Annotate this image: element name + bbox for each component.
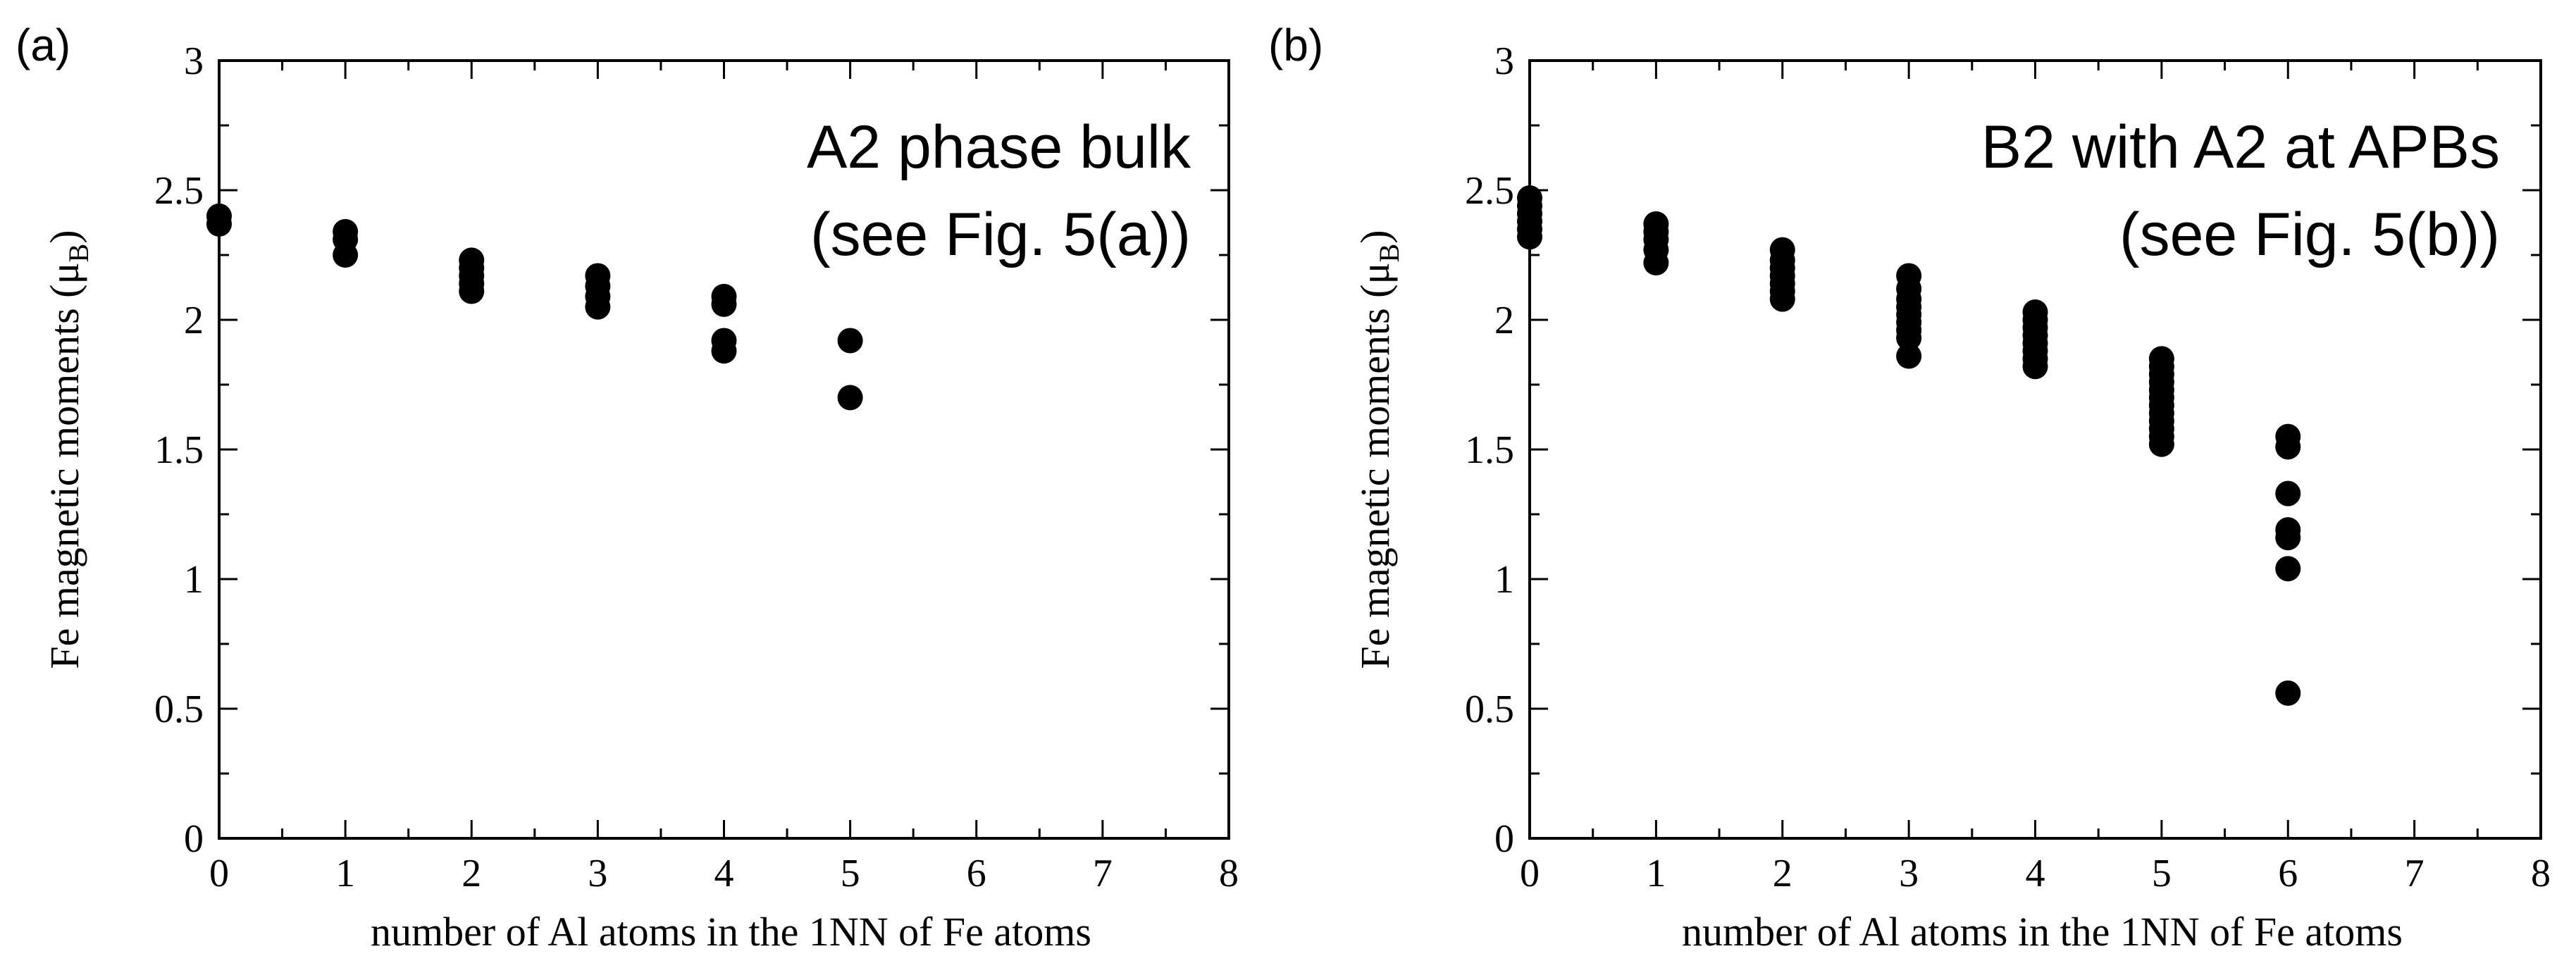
y-tick-label: 3 <box>1494 39 1514 83</box>
data-point <box>837 385 863 411</box>
panel-a: (a) 0 1 2 3 4 5 6 7 8 0 0.5 1 1.5 2 2.5 3 number of Al at… <box>16 20 1239 955</box>
data-point <box>1517 185 1542 211</box>
y-axis-label-subscript: B <box>63 244 94 263</box>
x-tick-label: 8 <box>1219 852 1239 895</box>
y-tick-label: 0.5 <box>154 688 204 731</box>
x-tick-label: 1 <box>1646 852 1666 895</box>
y-axis-label-main: Fe magnetic moments (μ <box>1352 262 1398 669</box>
y-tick-label: 3 <box>184 39 204 83</box>
y-axis-label-end: ) <box>42 230 87 243</box>
annotation-line-1: B2 with A2 at APBs <box>1981 113 2500 181</box>
y-tick-label: 1 <box>1494 558 1514 602</box>
x-tick-label: 4 <box>714 852 734 895</box>
x-tick-label: 3 <box>1899 852 1919 895</box>
y-tick-label: 2 <box>1494 299 1514 342</box>
data-point <box>2275 517 2301 543</box>
y-tick-label: 1.5 <box>1465 428 1514 472</box>
x-tick-label: 5 <box>2152 852 2172 895</box>
x-tick-label: 5 <box>841 852 860 895</box>
data-point <box>2275 680 2301 706</box>
data-point <box>1643 211 1669 237</box>
y-tick-label: 2.5 <box>154 169 204 213</box>
data-point <box>459 247 485 273</box>
data-point <box>2275 480 2301 507</box>
x-tick-label: 7 <box>2405 852 2425 895</box>
x-tick-label: 2 <box>1773 852 1792 895</box>
data-point <box>1896 343 1922 369</box>
y-axis-label-subscript: B <box>1373 244 1405 263</box>
y-axis-label: Fe magnetic moments (μB) <box>1352 230 1405 669</box>
x-tick-label: 6 <box>967 852 986 895</box>
x-tick-label: 0 <box>209 852 229 895</box>
x-tick-label: 0 <box>1520 852 1540 895</box>
y-tick-label: 1.5 <box>154 428 204 472</box>
panel-label: (b) <box>1268 20 1323 70</box>
data-point <box>2275 556 2301 582</box>
data-point <box>2275 423 2301 449</box>
x-tick-label: 2 <box>462 852 481 895</box>
y-tick-label: 0 <box>184 817 204 861</box>
annotation-line-1: A2 phase bulk <box>807 113 1191 181</box>
data-point <box>206 203 232 229</box>
y-tick-label: 0.5 <box>1465 688 1514 731</box>
y-tick-label: 0 <box>1494 817 1514 861</box>
y-axis-label: Fe magnetic moments (μB) <box>42 230 94 669</box>
data-point <box>2148 346 2174 372</box>
data-point <box>333 218 359 244</box>
annotation-line-2: (see Fig. 5(a)) <box>810 201 1191 268</box>
x-tick-label: 4 <box>2026 852 2045 895</box>
x-axis-label: number of Al atoms in the 1NN of Fe atom… <box>1682 909 2403 955</box>
annotation-line-2: (see Fig. 5(b)) <box>2119 201 2500 268</box>
y-tick-label: 2.5 <box>1465 169 1514 213</box>
y-axis-label-main: Fe magnetic moments (μ <box>42 262 87 669</box>
x-tick-label: 6 <box>2278 852 2298 895</box>
data-point <box>585 263 611 289</box>
x-tick-label: 1 <box>335 852 355 895</box>
y-tick-label: 1 <box>184 558 204 602</box>
x-tick-label: 3 <box>588 852 607 895</box>
x-tick-label: 8 <box>2531 852 2551 895</box>
y-tick-label: 2 <box>184 299 204 342</box>
panel-b: (b) 0 1 2 3 4 5 6 7 8 0 0.5 1 1.5 2 2.5 3 number of Al at… <box>1268 20 2551 955</box>
data-point <box>1896 263 1922 289</box>
data-point <box>2022 299 2048 325</box>
data-point <box>837 328 863 354</box>
y-axis-label-end: ) <box>1352 230 1398 243</box>
data-point <box>711 328 737 354</box>
x-tick-label: 7 <box>1093 852 1113 895</box>
data-point <box>711 283 737 309</box>
panel-label: (a) <box>16 20 70 70</box>
data-point <box>1769 237 1795 263</box>
x-axis-label: number of Al atoms in the 1NN of Fe atom… <box>371 909 1091 955</box>
